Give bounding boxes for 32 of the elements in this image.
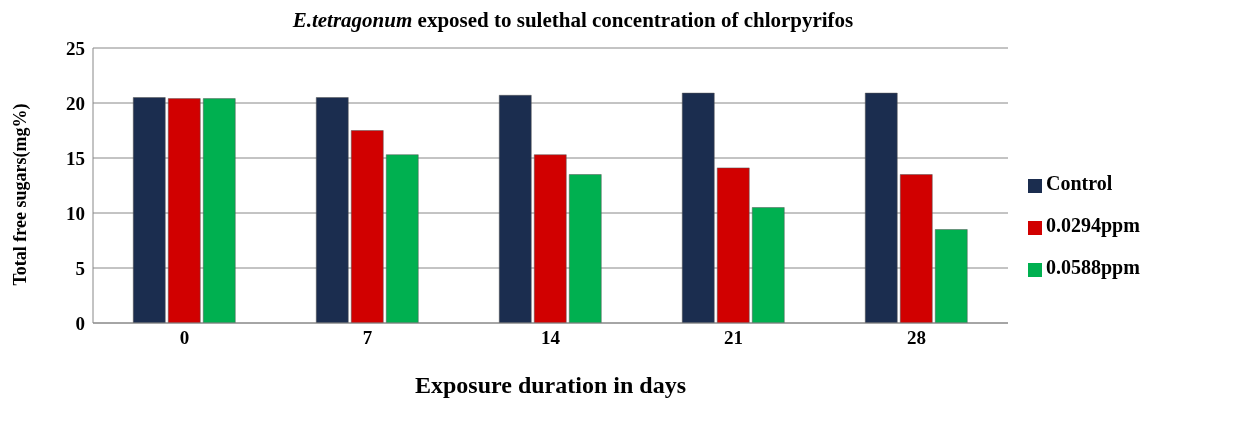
y-tick-label: 0 [75, 312, 85, 334]
y-axis-title: Total free sugars(mg%) [10, 103, 32, 286]
bar [168, 98, 201, 323]
bar [682, 92, 715, 323]
chart-title: E.tetragonum exposed to sulethal concentration of chlorpyrifos [291, 8, 855, 34]
x-tick-label: 7 [362, 327, 373, 349]
bar [316, 97, 349, 323]
y-tick-label: 10 [66, 202, 85, 224]
y-tick-label: 20 [66, 92, 85, 114]
x-tick-label: 21 [724, 327, 743, 349]
legend-label: 0.0588ppm [1046, 255, 1140, 278]
y-tick-label: 15 [66, 147, 85, 169]
bar [203, 98, 236, 323]
x-tick-label: 14 [541, 327, 561, 349]
bar [900, 174, 933, 323]
bar [569, 174, 602, 323]
bar [935, 229, 968, 323]
bar [351, 130, 384, 323]
x-axis-title: Exposure duration in days [415, 372, 686, 398]
legend-label: 0.0294ppm [1046, 213, 1140, 236]
bar [865, 92, 898, 323]
legend-label: Control [1046, 171, 1113, 194]
bar [386, 154, 419, 323]
bar [717, 167, 750, 323]
x-tick-label: 28 [907, 327, 926, 349]
bar [752, 207, 785, 323]
bar [133, 97, 166, 323]
bar [534, 154, 567, 323]
bar [499, 95, 532, 323]
x-tick-label: 0 [179, 327, 190, 349]
y-tick-label: 5 [75, 257, 85, 279]
y-tick-label: 25 [66, 37, 85, 59]
